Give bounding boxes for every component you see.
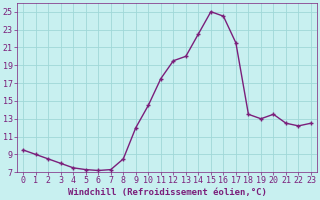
- X-axis label: Windchill (Refroidissement éolien,°C): Windchill (Refroidissement éolien,°C): [68, 188, 267, 197]
